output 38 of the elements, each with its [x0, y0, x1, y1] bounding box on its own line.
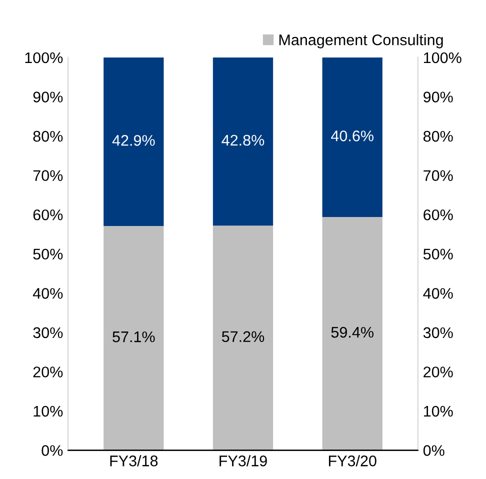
y-tick-label: 100%	[25, 52, 63, 64]
bar	[104, 57, 164, 226]
y2-tick-label: 70%	[424, 170, 453, 181]
y-tick-label: 20%	[33, 366, 63, 378]
x-tick-label: FY3/19	[220, 455, 267, 466]
y-tick-label: 10%	[34, 406, 63, 417]
y-tick-label: 0%	[42, 445, 63, 456]
x-tick-label: FY3/20	[328, 455, 376, 466]
y-tick-label: 70%	[33, 170, 63, 181]
data-label: 57.1%	[112, 331, 155, 342]
bar	[212, 57, 274, 226]
y2-tick-label: 50%	[423, 248, 453, 260]
y-tick-label: 50%	[33, 248, 63, 260]
x-tick-label: FY3/18	[110, 455, 158, 466]
y2-tick-label: 40%	[423, 288, 453, 299]
y-tick-label: 40%	[32, 288, 63, 299]
bar	[212, 226, 274, 450]
y2-tick-label: 20%	[424, 366, 453, 378]
data-label: 59.4%	[331, 326, 374, 338]
y2-tick-label: 10%	[424, 406, 453, 417]
data-label: 57.2%	[222, 331, 264, 342]
y2-tick-label: 100%	[424, 52, 462, 64]
data-label: 40.6%	[331, 130, 374, 142]
legend-label: Management Consulting	[279, 34, 443, 48]
y2-tick-label: 90%	[424, 92, 453, 102]
y-tick-label: 30%	[33, 327, 63, 338]
bar	[104, 226, 164, 450]
y2-tick-label: 30%	[423, 327, 453, 338]
data-label: 42.8%	[222, 134, 264, 146]
y2-tick-label: 60%	[424, 209, 453, 220]
data-label: 42.9%	[112, 135, 155, 146]
y-tick-label: 90%	[33, 92, 63, 102]
bar	[322, 216, 382, 450]
y-tick-label: 80%	[33, 130, 63, 142]
y2-tick-label: 0%	[423, 445, 444, 456]
y-tick-label: 60%	[33, 209, 63, 220]
y2-tick-label: 80%	[423, 130, 453, 142]
bar	[322, 57, 382, 217]
